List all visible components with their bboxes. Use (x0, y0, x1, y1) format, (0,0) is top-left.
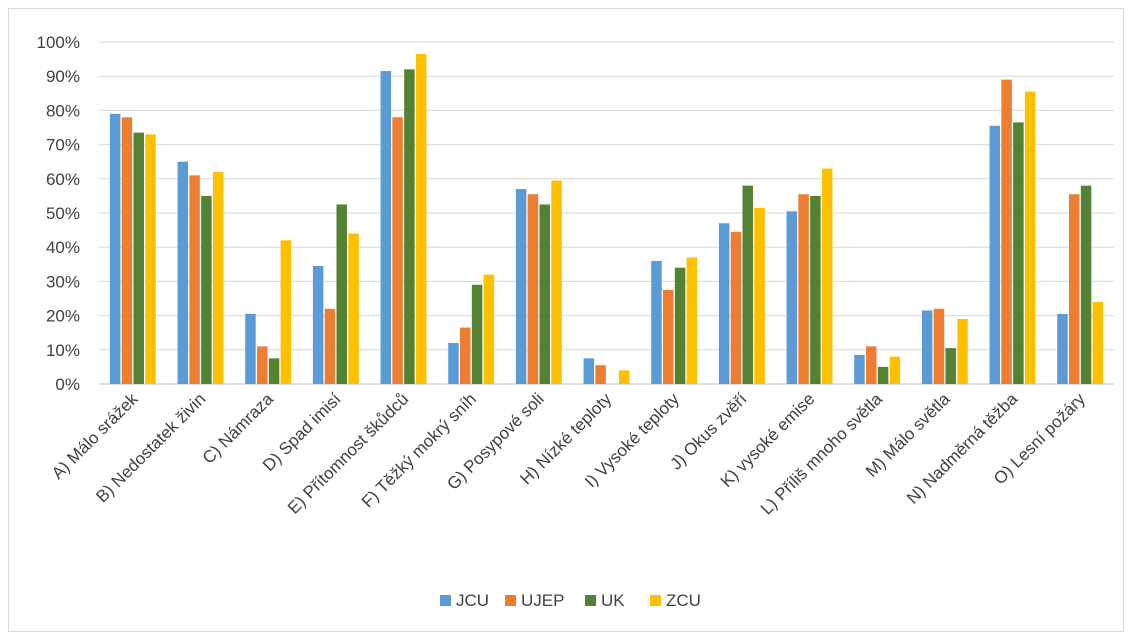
legend-swatch (505, 595, 516, 606)
x-category-label: F) Těžký mokrý sníh (358, 389, 480, 511)
bar-uk (133, 132, 144, 384)
bar-jcu (1057, 313, 1068, 384)
legend: JCU UJEP UK ZCU (440, 591, 701, 610)
bar-ujep (933, 308, 945, 384)
bar-uk (471, 284, 483, 384)
legend-label: ZCU (666, 591, 701, 610)
bar-ujep (527, 194, 539, 384)
y-tick-label: 60% (46, 170, 80, 189)
bar-uk (810, 195, 821, 384)
legend-item-zcu: ZCU (650, 591, 701, 610)
bar-uk (336, 204, 347, 384)
bar-uk (201, 195, 212, 384)
bar-jcu (651, 260, 662, 384)
bars (109, 53, 1104, 385)
y-tick-label: 10% (46, 341, 80, 360)
bar-zcu (618, 370, 630, 384)
bar-zcu (483, 274, 495, 384)
bar-jcu (245, 313, 256, 384)
bar-ujep (595, 365, 606, 384)
bar-zcu (212, 171, 224, 384)
bar-ujep (730, 231, 742, 384)
legend-label: JCU (456, 591, 489, 610)
bar-ujep (1069, 194, 1080, 384)
legend-label: UJEP (521, 591, 564, 610)
y-axis-ticks: 0% 10% 20% 30% 40% 50% 60% 70% 80% 90% 100% (37, 33, 80, 394)
x-category-label: E) Přítomnost škůdců (284, 389, 412, 517)
bar-uk (268, 358, 280, 384)
bar-jcu (583, 358, 595, 384)
bar-uk (877, 366, 889, 384)
y-tick-label: 90% (46, 67, 80, 86)
bar-zcu (1024, 91, 1036, 384)
y-tick-label: 70% (46, 136, 80, 155)
bar-ujep (392, 117, 403, 385)
bar-jcu (989, 125, 1001, 384)
bar-jcu (718, 223, 730, 384)
y-tick-label: 0% (55, 375, 80, 394)
bar-ujep (866, 346, 877, 384)
bar-zcu (957, 319, 968, 384)
y-tick-label: 50% (46, 204, 80, 223)
bar-jcu (312, 266, 324, 384)
legend-swatch (440, 595, 451, 606)
bar-ujep (1001, 79, 1012, 385)
legend-swatch (585, 595, 596, 606)
bar-zcu (889, 356, 901, 384)
bar-ujep (121, 117, 133, 385)
x-category-label: L) Příliš mnoho světla (757, 389, 886, 518)
bar-ujep (257, 346, 268, 384)
bar-jcu (921, 310, 933, 384)
bar-zcu (821, 168, 833, 384)
bar-jcu (177, 161, 189, 384)
bar-uk (404, 69, 415, 385)
bar-zcu (415, 53, 427, 384)
bar-zcu (551, 180, 562, 384)
legend-item-uk: UK (585, 591, 625, 610)
bar-uk (1013, 122, 1024, 385)
bar-ujep (663, 289, 674, 384)
legend-swatch (650, 595, 661, 606)
bar-ujep (189, 175, 200, 384)
bar-ujep (798, 194, 809, 384)
bar-jcu (515, 189, 527, 384)
bar-uk (539, 204, 550, 384)
bar-jcu (380, 71, 392, 384)
bar-zcu (145, 134, 156, 384)
bar-zcu (1092, 301, 1104, 384)
bar-uk (945, 348, 956, 384)
bar-uk (742, 185, 753, 384)
bar-ujep (460, 327, 471, 384)
bar-jcu (448, 342, 459, 384)
y-tick-label: 30% (46, 272, 80, 291)
y-tick-label: 20% (46, 307, 80, 326)
bar-uk (1080, 185, 1092, 384)
bar-ujep (324, 308, 336, 384)
y-tick-label: 40% (46, 238, 80, 257)
bar-jcu (854, 354, 865, 384)
legend-item-ujep: UJEP (505, 591, 564, 610)
bar-zcu (280, 240, 292, 384)
x-category-label: N) Nadměrná těžba (903, 389, 1022, 508)
bar-jcu (109, 113, 121, 384)
y-tick-label: 80% (46, 101, 80, 120)
bar-uk (674, 267, 686, 384)
bar-zcu (348, 233, 359, 384)
bar-jcu (786, 211, 798, 384)
gridlines (99, 41, 1114, 385)
bar-zcu (686, 257, 698, 384)
bar-zcu (754, 207, 765, 384)
legend-item-jcu: JCU (440, 591, 489, 610)
y-tick-label: 100% (37, 33, 80, 52)
legend-label: UK (601, 591, 625, 610)
